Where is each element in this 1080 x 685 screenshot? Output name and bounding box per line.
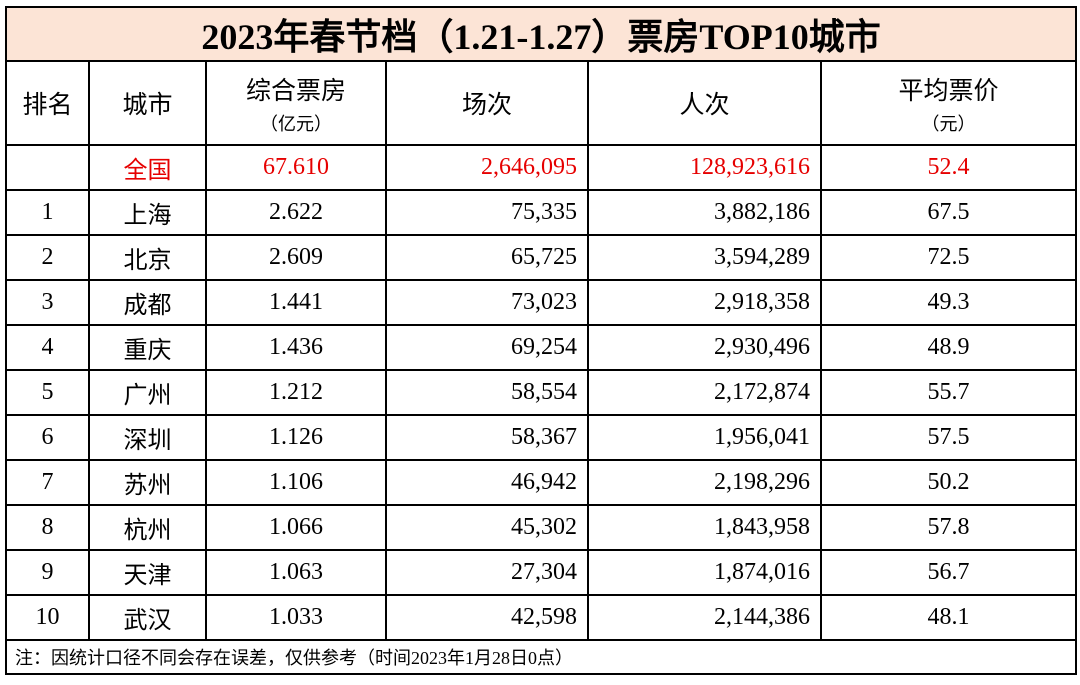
box-office-cell: 1.436 (205, 324, 387, 371)
avg-price-cell: 72.5 (819, 234, 1078, 281)
city-cell: 上海 (88, 189, 207, 236)
note-text: 注：因统计口径不同会存在误差，仅供参考（时间2023年1月28日0点） (4, 639, 1078, 675)
screenings-cell: 45,302 (385, 504, 589, 551)
city-cell: 广州 (88, 369, 207, 416)
avg-price-cell: 56.7 (819, 549, 1078, 596)
admissions-cell: 3,594,289 (587, 234, 822, 281)
header-row: 排名 城市 综合票房 （亿元） 场次 人次 平均票价 （元） (5, 60, 1078, 146)
admissions-cell: 2,198,296 (587, 459, 822, 506)
rank-cell: 7 (5, 459, 90, 506)
header-avg-price-unit: （元） (921, 113, 976, 134)
rank-cell: 9 (5, 549, 90, 596)
header-box-office-label: 综合票房 (245, 77, 346, 105)
box-office-cell: 1.106 (205, 459, 387, 506)
admissions-cell: 1,874,016 (587, 549, 822, 596)
rank-cell: 4 (5, 324, 90, 371)
avg-price-cell: 55.7 (819, 369, 1078, 416)
rank-cell: 1 (5, 189, 90, 236)
box-office-cell: 1.063 (205, 549, 387, 596)
city-cell: 武汉 (88, 594, 207, 641)
header-screenings: 场次 (385, 60, 589, 146)
table-body: 全国 67.610 2,646,095 128,923,616 52.4 1 上… (5, 144, 1078, 641)
rank-cell: 5 (5, 369, 90, 416)
table-row: 10 武汉 1.033 42,598 2,144,386 48.1 (5, 594, 1078, 641)
header-avg-price-label: 平均票价 (898, 77, 999, 105)
header-avg-price: 平均票价 （元） (819, 60, 1078, 146)
avg-price-cell: 52.4 (819, 144, 1078, 191)
national-total-row: 全国 67.610 2,646,095 128,923,616 52.4 (5, 144, 1078, 191)
rank-cell (5, 144, 90, 191)
screenings-cell: 75,335 (385, 189, 589, 236)
box-office-cell: 67.610 (205, 144, 387, 191)
table-row: 9 天津 1.063 27,304 1,874,016 56.7 (5, 549, 1078, 596)
note-row: 注：因统计口径不同会存在误差，仅供参考（时间2023年1月28日0点） (4, 639, 1078, 675)
table-row: 7 苏州 1.106 46,942 2,198,296 50.2 (5, 459, 1078, 506)
header-city: 城市 (88, 60, 207, 146)
rank-cell: 2 (5, 234, 90, 281)
header-rank: 排名 (5, 60, 90, 146)
screenings-cell: 69,254 (385, 324, 589, 371)
table-row: 1 上海 2.622 75,335 3,882,186 67.5 (5, 189, 1078, 236)
avg-price-cell: 57.8 (819, 504, 1078, 551)
city-cell: 全国 (88, 144, 207, 191)
table-row: 8 杭州 1.066 45,302 1,843,958 57.8 (5, 504, 1078, 551)
city-cell: 成都 (88, 279, 207, 326)
city-cell: 重庆 (88, 324, 207, 371)
header-box-office-unit: （亿元） (260, 113, 332, 134)
screenings-cell: 46,942 (385, 459, 589, 506)
city-cell: 杭州 (88, 504, 207, 551)
admissions-cell: 2,172,874 (587, 369, 822, 416)
admissions-cell: 1,843,958 (587, 504, 822, 551)
admissions-cell: 3,882,186 (587, 189, 822, 236)
city-cell: 苏州 (88, 459, 207, 506)
avg-price-cell: 49.3 (819, 279, 1078, 326)
box-office-table: 2023年春节档（1.21-1.27）票房TOP10城市 排名 城市 综合票房 … (4, 6, 1078, 675)
avg-price-cell: 48.1 (819, 594, 1078, 641)
header-admissions: 人次 (587, 60, 822, 146)
screenings-cell: 65,725 (385, 234, 589, 281)
screenings-cell: 58,554 (385, 369, 589, 416)
screenings-cell: 27,304 (385, 549, 589, 596)
screenings-cell: 42,598 (385, 594, 589, 641)
avg-price-cell: 67.5 (819, 189, 1078, 236)
city-cell: 天津 (88, 549, 207, 596)
city-cell: 北京 (88, 234, 207, 281)
screenings-cell: 58,367 (385, 414, 589, 461)
box-office-cell: 1.033 (205, 594, 387, 641)
table-row: 2 北京 2.609 65,725 3,594,289 72.5 (5, 234, 1078, 281)
header-box-office: 综合票房 （亿元） (205, 60, 387, 146)
admissions-cell: 1,956,041 (587, 414, 822, 461)
box-office-cell: 1.066 (205, 504, 387, 551)
box-office-cell: 1.441 (205, 279, 387, 326)
box-office-cell: 1.212 (205, 369, 387, 416)
rank-cell: 3 (5, 279, 90, 326)
rank-cell: 10 (5, 594, 90, 641)
table-row: 5 广州 1.212 58,554 2,172,874 55.7 (5, 369, 1078, 416)
avg-price-cell: 57.5 (819, 414, 1078, 461)
box-office-cell: 1.126 (205, 414, 387, 461)
table-row: 6 深圳 1.126 58,367 1,956,041 57.5 (5, 414, 1078, 461)
rank-cell: 6 (5, 414, 90, 461)
admissions-cell: 2,930,496 (587, 324, 822, 371)
screenings-cell: 73,023 (385, 279, 589, 326)
table-row: 3 成都 1.441 73,023 2,918,358 49.3 (5, 279, 1078, 326)
avg-price-cell: 50.2 (819, 459, 1078, 506)
screenings-cell: 2,646,095 (385, 144, 589, 191)
city-cell: 深圳 (88, 414, 207, 461)
title-row: 2023年春节档（1.21-1.27）票房TOP10城市 (4, 6, 1078, 62)
box-office-cell: 2.622 (205, 189, 387, 236)
box-office-cell: 2.609 (205, 234, 387, 281)
page-title: 2023年春节档（1.21-1.27）票房TOP10城市 (4, 6, 1078, 62)
table-row: 4 重庆 1.436 69,254 2,930,496 48.9 (5, 324, 1078, 371)
admissions-cell: 128,923,616 (587, 144, 822, 191)
admissions-cell: 2,918,358 (587, 279, 822, 326)
admissions-cell: 2,144,386 (587, 594, 822, 641)
rank-cell: 8 (5, 504, 90, 551)
avg-price-cell: 48.9 (819, 324, 1078, 371)
